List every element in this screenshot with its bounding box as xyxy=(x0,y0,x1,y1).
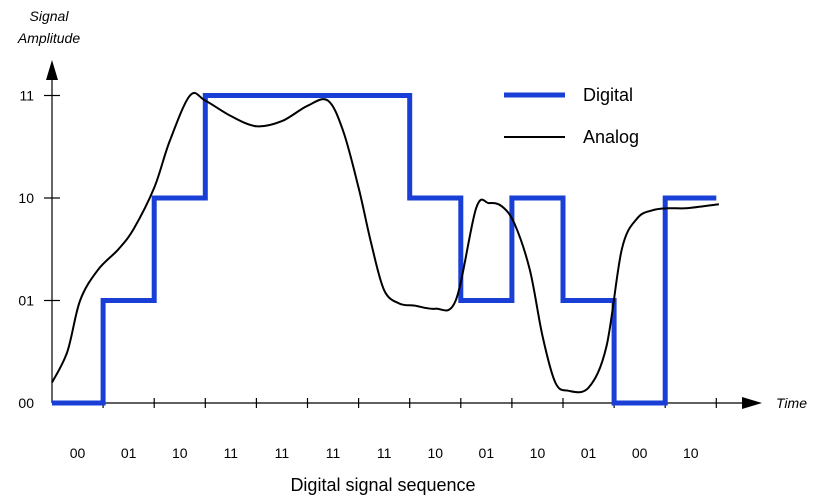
legend-label-digital: Digital xyxy=(583,85,633,105)
sequence-label: 10 xyxy=(172,445,188,461)
y-axis-arrowhead xyxy=(46,60,58,80)
sequence-label: 00 xyxy=(632,445,648,461)
y-tick-label: 00 xyxy=(18,395,34,411)
legend-label-analog: Analog xyxy=(583,127,639,147)
y-tick-label: 11 xyxy=(19,88,34,104)
sequence-label: 11 xyxy=(224,445,239,461)
sequence-label: 11 xyxy=(275,445,290,461)
analog-series-line xyxy=(51,91,720,394)
y-axis-label-line-2: Amplitude xyxy=(17,30,80,46)
sequence-label: 10 xyxy=(530,445,546,461)
sequence-label: 10 xyxy=(427,445,443,461)
sequence-label: 01 xyxy=(479,445,495,461)
digital-series-line xyxy=(52,93,717,406)
sequence-label: 10 xyxy=(683,445,699,461)
sequence-label: 11 xyxy=(326,445,341,461)
x-axis-arrowhead xyxy=(742,397,762,409)
y-axis-label-line-1: Signal xyxy=(30,8,70,24)
sequence-label: 01 xyxy=(581,445,597,461)
series-layer xyxy=(51,91,720,406)
y-tick-label: 10 xyxy=(18,190,34,206)
sequence-label: 11 xyxy=(377,445,392,461)
sequence-label: 00 xyxy=(70,445,86,461)
x-tick-group: 00 01 10 11 11 11 11 10 01 10 01 00 10 xyxy=(70,398,717,461)
y-tick-group: 00 01 10 11 xyxy=(18,88,60,411)
sequence-title: Digital signal sequence xyxy=(290,475,475,495)
legend: Digital Analog xyxy=(504,85,639,147)
sequence-label: 01 xyxy=(121,445,137,461)
y-tick-label: 01 xyxy=(18,293,34,309)
x-axis-label: Time xyxy=(776,395,807,411)
